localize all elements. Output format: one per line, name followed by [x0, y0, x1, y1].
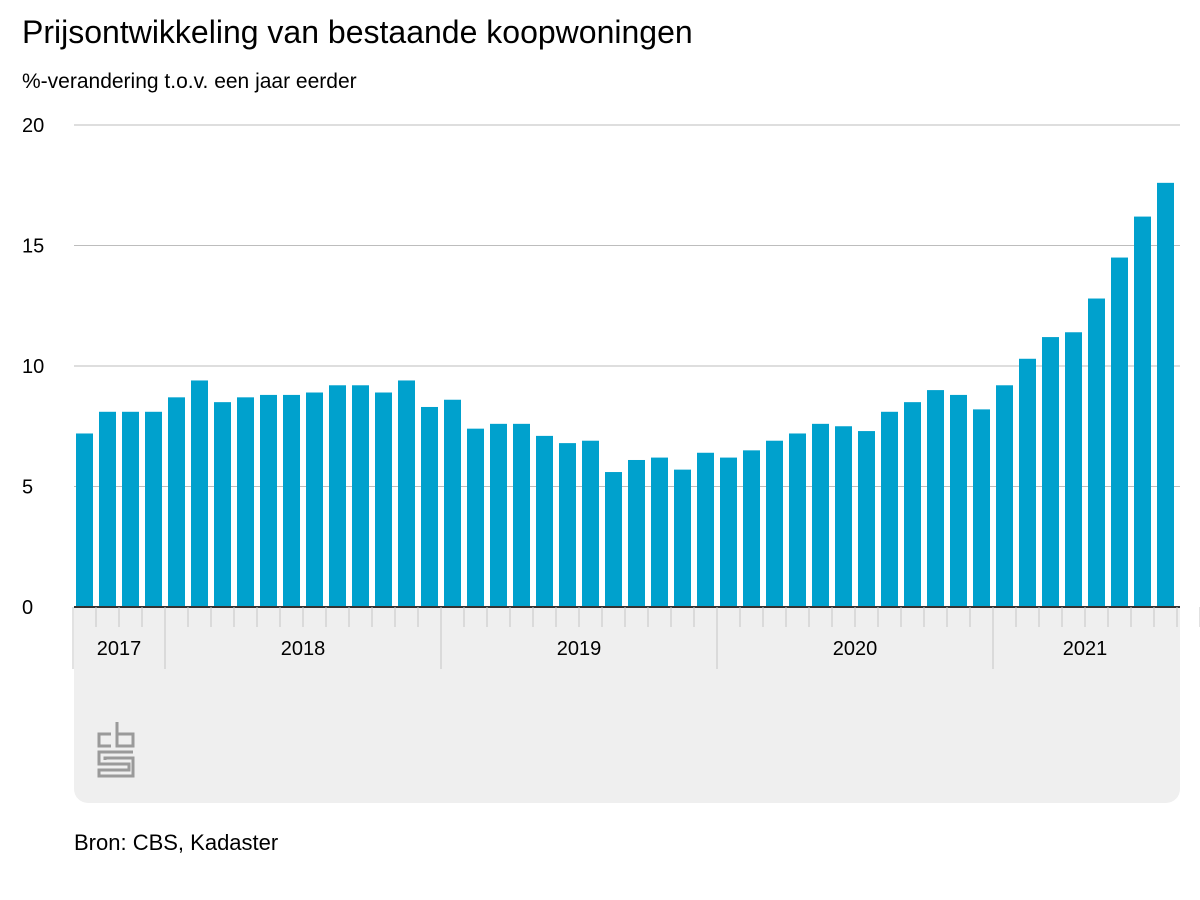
bar: [996, 385, 1013, 607]
y-tick-label: 20: [22, 115, 44, 137]
bar: [1157, 182, 1174, 607]
chart-title: Prijsontwikkeling van bestaande koopwoni…: [22, 14, 693, 50]
bar: [444, 399, 461, 607]
bar: [421, 406, 438, 607]
bar: [559, 443, 576, 607]
bar: [306, 392, 323, 607]
footer-panel: [74, 608, 1180, 803]
bar: [582, 440, 599, 607]
y-tick-label: 10: [22, 356, 44, 378]
bar: [168, 397, 185, 607]
bar: [973, 409, 990, 607]
bar: [467, 428, 484, 607]
bar: [513, 423, 530, 607]
bar: [283, 394, 300, 607]
bar: [881, 411, 898, 607]
bar: [490, 423, 507, 607]
bar: [329, 385, 346, 607]
bar: [1019, 358, 1036, 607]
bar: [352, 385, 369, 607]
bar: [812, 423, 829, 607]
bar: [904, 402, 921, 607]
bars: [76, 182, 1174, 607]
bar: [697, 452, 714, 607]
y-axis-ticks: 0 5 10 15 20: [22, 115, 44, 619]
bar: [766, 440, 783, 607]
gridlines: [74, 124, 1180, 487]
source-note: Bron: CBS, Kadaster: [74, 830, 279, 855]
bar: [99, 411, 116, 607]
bar: [628, 459, 645, 607]
bar: [1134, 216, 1151, 607]
bar: [122, 411, 139, 607]
year-label: 2020: [833, 638, 878, 660]
bar: [237, 397, 254, 607]
bar: [1042, 337, 1059, 607]
y-tick-label: 15: [22, 236, 44, 258]
year-label: 2019: [557, 638, 602, 660]
bar: [605, 472, 622, 607]
bar: [214, 402, 231, 607]
bar: [260, 394, 277, 607]
bar: [145, 411, 162, 607]
bar: [858, 431, 875, 607]
bar: [76, 433, 93, 607]
bar: [191, 380, 208, 607]
bar: [927, 390, 944, 607]
bar: [375, 392, 392, 607]
bar: [398, 380, 415, 607]
bar: [1088, 298, 1105, 607]
bar: [536, 435, 553, 607]
cbs-logo-icon: [97, 722, 135, 778]
y-tick-label: 0: [22, 597, 33, 619]
year-label: 2017: [97, 638, 142, 660]
y-tick-label: 5: [22, 477, 33, 499]
x-axis: 2017 2018 2019 2020 2021: [72, 606, 1200, 669]
bar: [743, 450, 760, 607]
bar: [950, 394, 967, 607]
year-label: 2021: [1063, 638, 1108, 660]
bar: [789, 433, 806, 607]
bar: [835, 426, 852, 607]
bar: [651, 457, 668, 607]
chart-subtitle: %-verandering t.o.v. een jaar eerder: [22, 70, 357, 93]
bar: [674, 469, 691, 607]
year-label: 2018: [281, 638, 326, 660]
bar: [720, 457, 737, 607]
bar: [1111, 257, 1128, 607]
bar: [1065, 332, 1082, 607]
